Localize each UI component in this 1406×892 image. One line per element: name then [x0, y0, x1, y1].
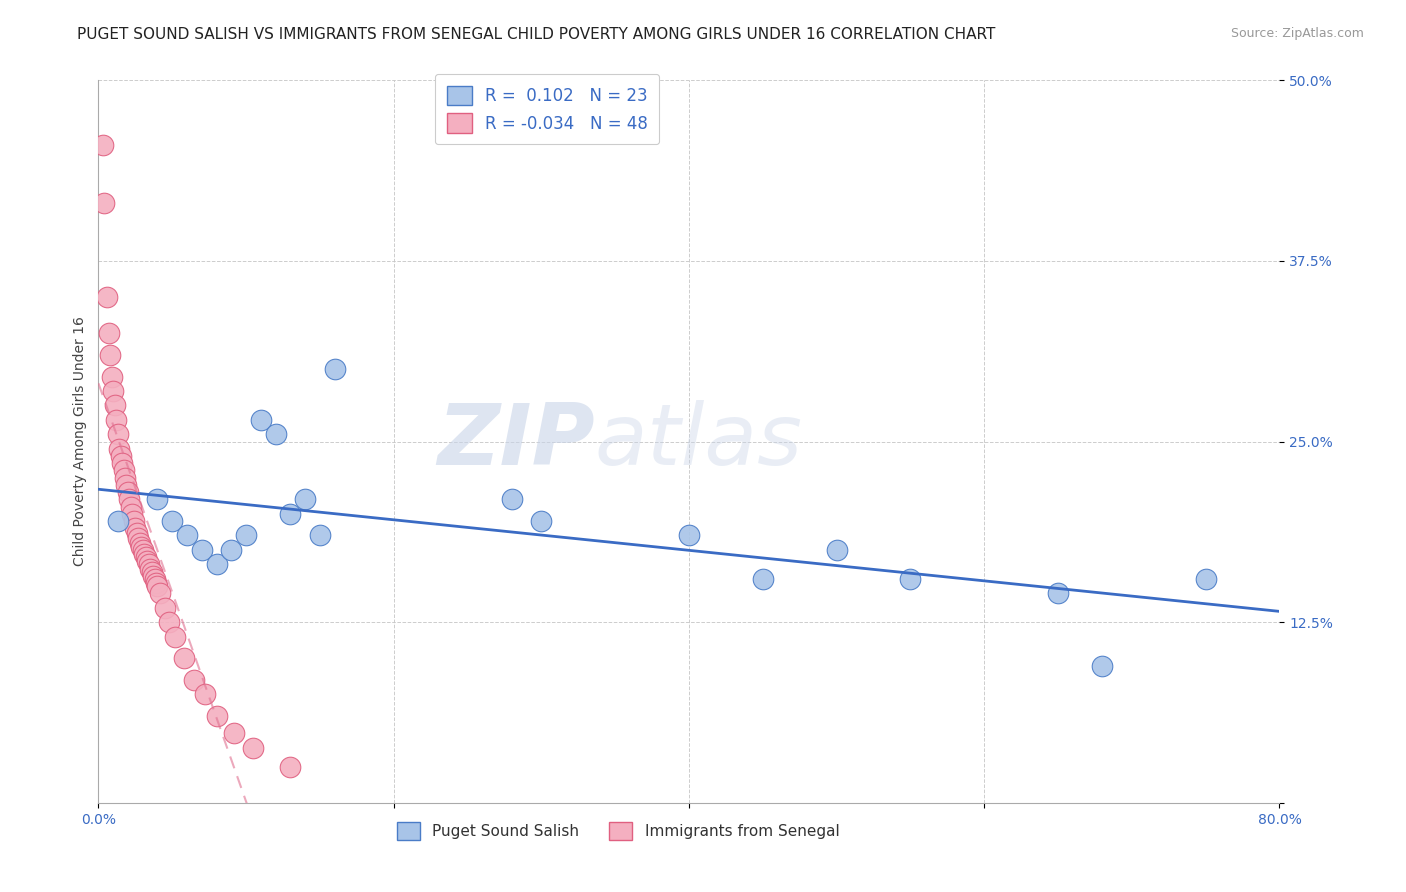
Point: [100, 369, 122, 384]
Text: PUGET SOUND SALISH VS IMMIGRANTS FROM SENEGAL CHILD POVERTY AMONG GIRLS UNDER 16: PUGET SOUND SALISH VS IMMIGRANTS FROM SE…: [77, 27, 995, 42]
Point: [139, 562, 162, 576]
Point: [162, 514, 183, 528]
Point: [900, 572, 922, 586]
Point: [264, 427, 287, 442]
Point: [235, 528, 257, 542]
Point: [118, 492, 141, 507]
Point: [124, 521, 146, 535]
Point: [146, 492, 169, 507]
Point: [120, 500, 142, 514]
Point: [145, 576, 167, 591]
Point: [110, 449, 132, 463]
Point: [205, 558, 228, 572]
Point: [191, 542, 214, 557]
Point: [157, 615, 180, 630]
Point: [323, 362, 346, 376]
Point: [173, 651, 195, 665]
Text: ZIP: ZIP: [437, 400, 595, 483]
Point: [91, 138, 114, 153]
Text: atlas: atlas: [595, 400, 803, 483]
Point: [134, 547, 156, 561]
Text: Source: ZipAtlas.com: Source: ZipAtlas.com: [1230, 27, 1364, 40]
Point: [96, 290, 118, 304]
Point: [530, 514, 553, 528]
Point: [153, 600, 176, 615]
Point: [242, 740, 264, 755]
Point: [111, 456, 134, 470]
Point: [183, 673, 205, 687]
Point: [165, 630, 187, 644]
Point: [149, 586, 172, 600]
Point: [143, 572, 166, 586]
Point: [115, 478, 138, 492]
Point: [205, 709, 228, 723]
Point: [97, 326, 120, 340]
Point: [98, 348, 121, 362]
Point: [309, 528, 332, 542]
Point: [125, 525, 148, 540]
Point: [112, 463, 135, 477]
Point: [224, 726, 246, 740]
Point: [117, 485, 139, 500]
Point: [93, 196, 115, 211]
Point: [501, 492, 523, 507]
Point: [107, 427, 129, 442]
Point: [280, 507, 302, 521]
Point: [129, 540, 152, 554]
Point: [103, 384, 125, 398]
Point: [136, 554, 159, 568]
Y-axis label: Child Poverty Among Girls Under 16: Child Poverty Among Girls Under 16: [73, 317, 87, 566]
Point: [135, 550, 157, 565]
Point: [122, 514, 145, 528]
Point: [107, 514, 129, 528]
Point: [280, 760, 302, 774]
Point: [294, 492, 316, 507]
Point: [176, 528, 198, 542]
Point: [128, 535, 150, 549]
Point: [825, 542, 848, 557]
Point: [678, 528, 700, 542]
Point: [752, 572, 775, 586]
Point: [1195, 572, 1218, 586]
Point: [221, 542, 243, 557]
Point: [121, 507, 143, 521]
Point: [141, 565, 163, 579]
Point: [132, 542, 155, 557]
Point: [194, 687, 217, 701]
Point: [105, 413, 128, 427]
Point: [127, 532, 149, 546]
Legend: Puget Sound Salish, Immigrants from Senegal: Puget Sound Salish, Immigrants from Sene…: [391, 816, 845, 846]
Point: [138, 558, 160, 572]
Point: [1091, 658, 1114, 673]
Point: [1046, 586, 1070, 600]
Point: [108, 442, 131, 456]
Point: [142, 569, 165, 583]
Point: [104, 398, 127, 412]
Point: [114, 470, 136, 484]
Point: [146, 579, 169, 593]
Point: [250, 413, 273, 427]
